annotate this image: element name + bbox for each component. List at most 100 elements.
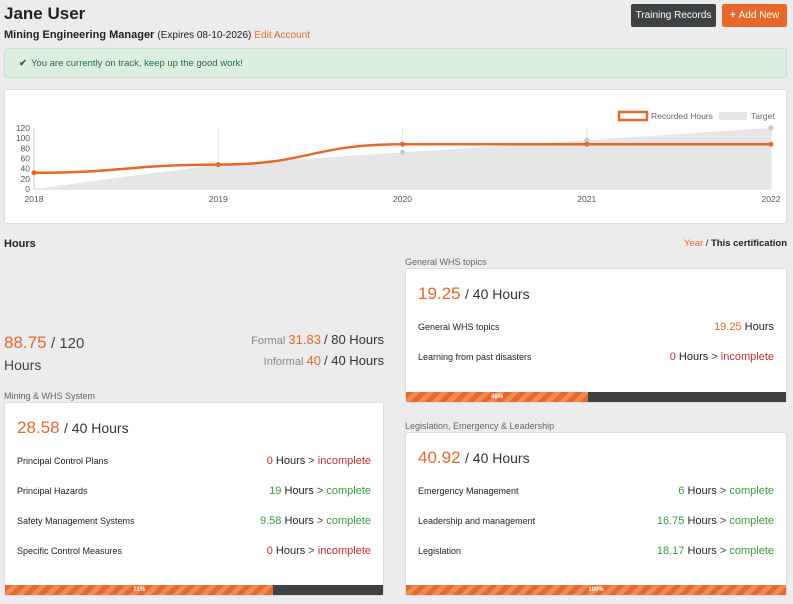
progress-fill: 100% [406,585,786,595]
recorded-point [31,170,37,176]
row-value: 9.58 Hours > complete [260,515,371,527]
card-total-target: / 40 Hours [465,450,530,466]
chart-legend: Recorded Hours Target [617,110,775,122]
x-tick-label: 2021 [577,194,596,204]
toggle-certification-link[interactable]: This certification [710,238,787,249]
x-tick-label: 2019 [209,194,228,204]
check-icon: ✔ [19,57,27,69]
card-total: 28.58 / 40 Hours [17,418,129,438]
row-hours-unit: Hours [284,515,314,527]
row-arrow: > [711,351,718,363]
card-panel: 19.25 / 40 Hours General WHS topics 19.25 … [405,268,787,403]
row-arrow: > [316,485,324,497]
training-records-button[interactable]: Training Records [631,4,716,27]
status-alert: ✔ You are currently on track, keep up th… [4,48,787,78]
row-value: 0 Hours > incomplete [670,351,774,363]
row-hours-unit: Hours [275,545,306,557]
informal-label: Informal [263,356,304,368]
toggle-year-link[interactable]: Year [683,238,704,249]
add-new-label: Add New [738,10,780,21]
row-arrow: > [316,515,324,527]
row-hours-value: 0 [266,545,273,557]
target-point [584,137,590,143]
card-total-value: 40.92 [418,448,461,467]
y-tick-label: 40 [21,164,31,174]
row-hours-unit: Hours [687,515,717,527]
row-hours-unit: Hours [678,351,709,363]
informal-hours: Informal 40 / 40 Hours [264,353,384,368]
card-row: Legislation 18.17 Hours > complete [418,545,774,557]
row-hours-unit: Hours [687,485,717,497]
target-point [400,149,405,155]
informal-value: 40 [306,353,321,368]
legend-recorded-label: Recorded Hours [651,111,713,121]
card-section-label: General WHS topics [405,257,487,267]
card-total-target: / 40 Hours [465,286,530,302]
x-tick-label: 2020 [393,194,412,204]
card-mining-whs: Mining & WHS System 28.58 / 40 Hours Princ… [4,391,384,596]
user-role: Mining Engineering Manager [4,29,155,41]
row-label: Principal Hazards [17,486,88,496]
progress-fill: 71% [5,585,274,595]
card-total-value: 28.58 [17,418,60,437]
card-row: Principal Hazards 19 Hours > complete [17,485,371,497]
progress-label: 100% [588,587,604,593]
progress-bar: 48% [406,392,786,402]
card-section-label: Mining & WHS System [4,391,96,401]
expiry-date: (Expires 08-10-2026) [157,30,252,41]
edit-account-link[interactable]: Edit Account [254,30,310,41]
row-arrow: > [308,455,315,467]
row-hours-unit: Hours [284,485,314,497]
row-label: Emergency Management [418,486,519,496]
progress-bar: 100% [406,585,786,595]
y-tick-label: 0 [25,184,30,194]
row-arrow: > [308,545,315,557]
card-total-target: / 40 Hours [64,420,129,436]
row-status: complete [729,485,774,497]
row-value: 0 Hours > incomplete [267,545,371,557]
alert-text: You are currently on track, keep up the … [30,57,243,69]
recorded-point [584,141,590,147]
formal-target: / 80 Hours [324,332,384,347]
card-row: Learning from past disasters 0 Hours > in… [418,351,774,363]
row-label: Specific Control Measures [17,546,123,556]
row-value: 19.25 Hours [714,321,774,333]
y-tick-label: 60 [21,154,31,164]
row-status: incomplete [317,455,371,467]
card-row: Specific Control Measures 0 Hours > incom… [17,545,371,557]
y-tick-label: 20 [21,174,31,184]
row-arrow: > [719,515,727,527]
row-hours-value: 9.58 [259,515,282,527]
row-label: Learning from past disasters [418,352,532,362]
recorded-point [400,141,405,147]
card-section-label: Legislation, Emergency & Leadership [405,421,555,431]
row-value: 16.75 Hours > complete [657,515,774,527]
total-hours: 88.75 / 120 [4,333,84,353]
row-label: Leadership and management [418,516,536,526]
row-value: 18.17 Hours > complete [657,545,774,557]
row-value: 6 Hours > complete [678,485,774,497]
formal-hours: Formal 31.83 / 80 Hours [251,332,384,347]
card-row: Safety Management Systems 9.58 Hours > co… [17,515,371,527]
card-panel: 40.92 / 40 Hours Emergency Management 6 Ho… [405,432,787,596]
card-total: 40.92 / 40 Hours [418,448,530,468]
legend-swatch-recorded[interactable] [617,110,649,122]
progress-bar: 71% [5,585,383,595]
row-status: complete [326,515,371,527]
card-row: Principal Control Plans 0 Hours > incompl… [17,455,371,467]
total-hours-target: / 120 [51,335,85,352]
card-row: General WHS topics 19.25 Hours [418,321,774,333]
row-hours-value: 16.75 [656,515,685,527]
y-tick-label: 100 [16,133,30,143]
row-label: Safety Management Systems [17,516,135,526]
row-hours-unit: Hours [744,321,774,333]
legend-swatch-target[interactable] [719,112,747,120]
card-row: Leadership and management 16.75 Hours > c… [418,515,774,527]
recorded-point [768,141,774,147]
legend-target-label: Target [751,111,775,121]
row-hours-value: 6 [678,485,685,497]
add-new-button[interactable]: + Add New [722,4,787,27]
toggle-separator: / [705,238,709,249]
user-name: Jane User [4,4,86,23]
